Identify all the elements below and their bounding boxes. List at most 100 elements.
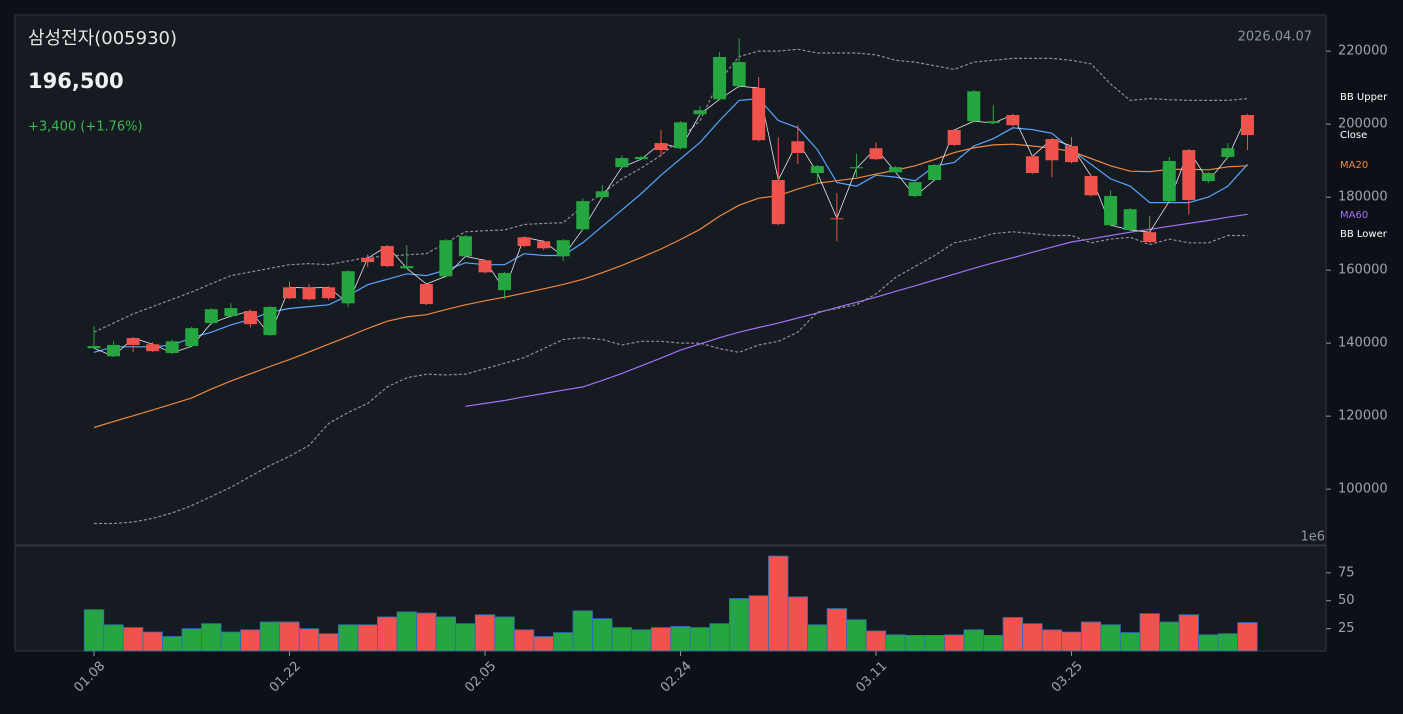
volume-bar: [533, 636, 554, 652]
volume-bar: [1041, 629, 1063, 652]
volume-bar: [1198, 634, 1219, 652]
volume-bar: [122, 627, 144, 652]
volume-bar: [689, 627, 711, 652]
volume-bar: [924, 634, 945, 652]
price-change: +3,400 (+1.76%): [28, 120, 143, 135]
volume-bar: [513, 629, 535, 652]
candle-body: [791, 141, 805, 153]
candle-body: [732, 62, 746, 87]
volume-bar: [103, 624, 124, 652]
volume-bar: [377, 616, 398, 652]
volume-bar: [1217, 633, 1239, 652]
candle-body: [146, 344, 160, 352]
line: [465, 213, 1248, 407]
volume-bar: [885, 634, 906, 652]
volume-bar: [846, 619, 867, 652]
candle-body: [889, 167, 903, 173]
volume-bar: [279, 621, 300, 652]
legend-label: BB Upper: [1340, 92, 1388, 103]
candle-body: [576, 201, 590, 230]
volume-bar: [670, 626, 691, 652]
volume-bar: [748, 595, 769, 652]
candle-body: [1025, 156, 1039, 174]
volume-bar: [865, 630, 887, 652]
candle-body: [830, 218, 844, 220]
volume-bar: [826, 608, 848, 652]
legend-label: MA20: [1340, 160, 1368, 171]
candle-body: [908, 182, 922, 197]
volume-bar: [592, 618, 613, 652]
candle-body: [1240, 115, 1254, 136]
candle-body: [458, 236, 472, 257]
candle-body: [947, 129, 961, 145]
candle-body: [243, 311, 257, 325]
candle-body: [869, 148, 883, 160]
candle-body: [1045, 139, 1059, 161]
y-tick-label: 200000: [1338, 117, 1388, 132]
volume-bar: [631, 629, 652, 652]
volume-bar: [1080, 621, 1102, 652]
candle-body: [283, 287, 296, 299]
candle-body: [967, 91, 981, 122]
candle-body: [1006, 115, 1020, 126]
candle-body: [1143, 232, 1157, 243]
volume-bar: [83, 609, 105, 652]
volume-bar: [259, 621, 281, 652]
candle-body: [263, 307, 277, 336]
candle-body: [986, 121, 1000, 124]
volume-bar: [768, 555, 789, 652]
volume-bar: [357, 624, 378, 652]
candle-body: [928, 165, 942, 180]
volume-bar: [1002, 617, 1024, 652]
volume-bar: [963, 629, 984, 652]
candle-body: [771, 179, 785, 225]
candle-body: [1104, 196, 1118, 226]
candle-body: [556, 240, 570, 257]
volume-bar: [553, 632, 574, 652]
volume-bar: [396, 611, 417, 652]
candle-body: [849, 167, 863, 169]
date: 2026.04.07: [1238, 30, 1312, 45]
candle-body: [1123, 209, 1137, 230]
candle-body: [1201, 173, 1215, 182]
volume-bar: [474, 614, 496, 652]
candle-body: [204, 309, 218, 324]
line: [93, 48, 1248, 333]
volume-bar: [1237, 622, 1258, 652]
y-tick-label: 220000: [1338, 44, 1388, 59]
y-tick-label: 120000: [1338, 409, 1388, 424]
candle-body: [302, 288, 316, 300]
candle-body: [439, 240, 453, 277]
candle-body: [107, 344, 121, 357]
volume-bar: [650, 627, 672, 652]
candle-body: [713, 56, 727, 100]
line: [94, 231, 1248, 525]
volume-bar: [1139, 613, 1160, 652]
volume-bar: [807, 624, 828, 652]
candle-body: [1084, 175, 1098, 196]
legend-label: BB Lower: [1340, 229, 1388, 240]
chart-title: 삼성전자(005930): [28, 28, 177, 49]
candle-body: [419, 284, 433, 305]
candle-body: [498, 273, 512, 291]
volume-bar: [1119, 632, 1141, 652]
candle-body: [517, 237, 531, 247]
candle-body: [478, 260, 492, 273]
volume-bar: [337, 624, 359, 652]
volume-bar: [787, 596, 808, 652]
price: 196,500: [28, 69, 124, 93]
candle-body: [1221, 148, 1235, 157]
candle-body: [87, 346, 101, 349]
candle-body: [752, 88, 766, 141]
volume-bar: [220, 631, 242, 652]
volume-bar: [1100, 624, 1121, 652]
price-panel: [14, 14, 1327, 546]
candle-body: [693, 110, 707, 115]
volume-bar: [1159, 621, 1180, 652]
y-tick-label: 160000: [1338, 263, 1388, 278]
y-tick-label: 180000: [1338, 190, 1388, 205]
candle-body: [674, 122, 687, 149]
candle-body: [400, 266, 414, 269]
volume-bar: [181, 628, 202, 652]
